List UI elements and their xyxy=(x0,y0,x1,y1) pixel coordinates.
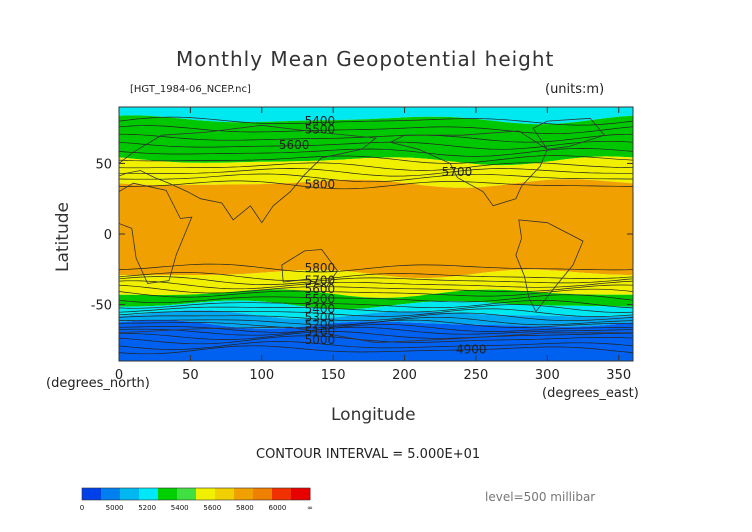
units-label: (units:m) xyxy=(545,82,605,97)
contour-line xyxy=(119,304,633,313)
x-tick-label: 350 xyxy=(606,368,631,383)
x-tick-label: 50 xyxy=(182,368,199,383)
colorbar-label: 5400 xyxy=(171,504,189,512)
colorbar-swatch xyxy=(272,488,292,500)
colorbar-swatch xyxy=(215,488,235,500)
contour-line xyxy=(119,180,633,190)
y-tick-label: -50 xyxy=(91,299,112,314)
contour-line xyxy=(119,272,633,281)
coastline xyxy=(515,219,584,313)
contour-label: 5500 xyxy=(305,123,336,137)
contour-line xyxy=(119,288,633,298)
x-tick-label: 200 xyxy=(392,368,417,383)
field-band xyxy=(119,289,633,310)
contour-line xyxy=(119,168,633,177)
contour-label: 5500 xyxy=(305,292,336,306)
x-tick-label: 150 xyxy=(321,368,346,383)
contour-line xyxy=(119,300,633,309)
coastline xyxy=(119,182,193,284)
contour-label: 5800 xyxy=(305,261,336,275)
colorbar-label: 6000 xyxy=(269,504,287,512)
contour-line xyxy=(119,125,633,135)
contour-line xyxy=(119,312,633,322)
colorbar-swatch xyxy=(291,488,311,500)
contour-line xyxy=(119,155,633,164)
x-tick-label: 250 xyxy=(464,368,489,383)
field-band xyxy=(119,310,633,329)
contour-label: 5600 xyxy=(279,138,310,152)
contour-label: 5000 xyxy=(305,333,336,347)
contour-line xyxy=(119,326,633,336)
contour-label: 5400 xyxy=(305,114,336,128)
colorbar-swatch xyxy=(120,488,140,500)
colorbar-swatch xyxy=(177,488,197,500)
coastline xyxy=(389,130,548,207)
colorbar-swatch xyxy=(101,488,121,500)
field-band xyxy=(119,179,633,279)
field-band xyxy=(119,156,633,188)
contour-line xyxy=(119,341,633,350)
colorbar-label: 5000 xyxy=(106,504,124,512)
colorbar-swatch xyxy=(139,488,159,500)
contour-line xyxy=(119,280,633,290)
contour-line xyxy=(119,324,633,333)
contour-label: 5700 xyxy=(305,274,336,288)
contour-line xyxy=(119,319,633,329)
contour-line xyxy=(119,116,633,126)
colorbar-label: 0 xyxy=(80,504,84,512)
contour-label: 5200 xyxy=(305,317,336,331)
y-tick-label: 50 xyxy=(95,157,112,172)
contour-line xyxy=(119,294,633,304)
x-tick-label: 300 xyxy=(535,368,560,383)
field-band xyxy=(119,320,633,361)
chart-title: Monthly Mean Geopotential height xyxy=(176,47,555,71)
contour-line xyxy=(119,263,633,273)
colorbar-label: ∞ xyxy=(307,504,313,512)
contour-label: 5400 xyxy=(305,302,336,316)
colorbar-swatch xyxy=(82,488,102,500)
contour-line xyxy=(119,162,633,171)
colorbar-swatch xyxy=(234,488,254,500)
colorbar-label: 5200 xyxy=(138,504,156,512)
coastline xyxy=(119,124,378,224)
y-tick-label: 0 xyxy=(104,228,112,243)
x-axis-label: Longitude xyxy=(331,405,416,425)
x-tick-label: 0 xyxy=(115,368,123,383)
contour-label: 4900 xyxy=(456,343,487,357)
contour-interval-label: CONTOUR INTERVAL = 5.000E+01 xyxy=(256,447,481,462)
contour-label: 5800 xyxy=(305,178,336,192)
contour-line xyxy=(119,140,633,150)
x-tick-label: 100 xyxy=(249,368,274,383)
contour-label: 5100 xyxy=(305,324,336,338)
x-unit-label: (degrees_east) xyxy=(542,386,639,401)
y-unit-label: (degrees_north) xyxy=(46,376,150,391)
colorbar-swatch xyxy=(196,488,216,500)
colorbar-swatch xyxy=(253,488,273,500)
level-label: level=500 millibar xyxy=(485,490,596,504)
coastline xyxy=(532,117,606,150)
contour-label: 5300 xyxy=(305,310,336,324)
file-label: [HGT_1984-06_NCEP.nc] xyxy=(130,84,251,95)
contour-line xyxy=(119,345,633,355)
contour-line xyxy=(119,284,633,294)
colorbar-label: 5600 xyxy=(203,504,221,512)
contour-label: 5700 xyxy=(442,165,473,179)
colorbar-label: 5800 xyxy=(236,504,254,512)
coastline xyxy=(281,249,338,289)
contour-line xyxy=(119,148,633,157)
field-band xyxy=(119,115,633,166)
coastline xyxy=(119,326,633,344)
contour-line xyxy=(119,335,633,345)
contour-line xyxy=(119,173,633,183)
contour-line xyxy=(119,133,633,143)
contour-label: 5600 xyxy=(305,282,336,296)
contour-line xyxy=(119,331,633,340)
contour-line xyxy=(119,276,633,285)
contour-line xyxy=(119,308,633,317)
colorbar-swatch xyxy=(158,488,178,500)
